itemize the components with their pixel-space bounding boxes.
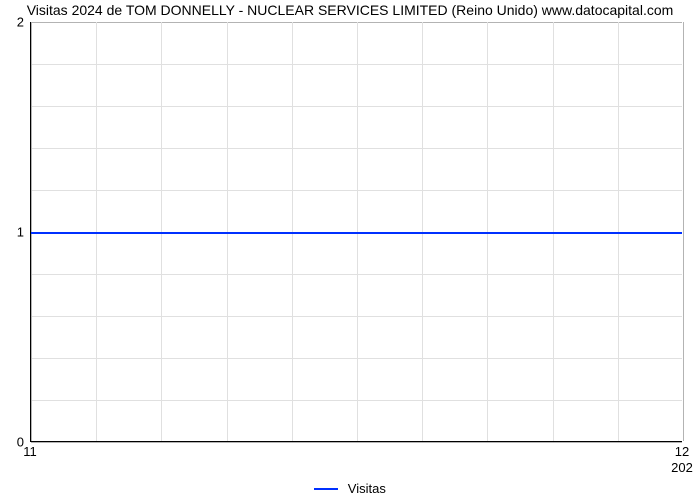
y-tick-label: 2 [4, 15, 24, 30]
y-tick-label: 0 [4, 435, 24, 450]
line-chart: Visitas 2024 de TOM DONNELLY - NUCLEAR S… [0, 0, 700, 500]
x-tick-label: 11 [23, 444, 37, 459]
legend-swatch [314, 488, 338, 490]
legend-label: Visitas [348, 481, 386, 496]
plot-area [30, 22, 682, 442]
x-sub-label: 202 [671, 460, 693, 475]
chart-title: Visitas 2024 de TOM DONNELLY - NUCLEAR S… [0, 2, 700, 18]
grid-h-major [31, 442, 682, 443]
grid-v-major [683, 22, 684, 441]
y-tick-label: 1 [4, 225, 24, 240]
series-line [31, 232, 682, 234]
legend: Visitas [0, 480, 700, 496]
x-tick-label: 12 [675, 444, 689, 459]
